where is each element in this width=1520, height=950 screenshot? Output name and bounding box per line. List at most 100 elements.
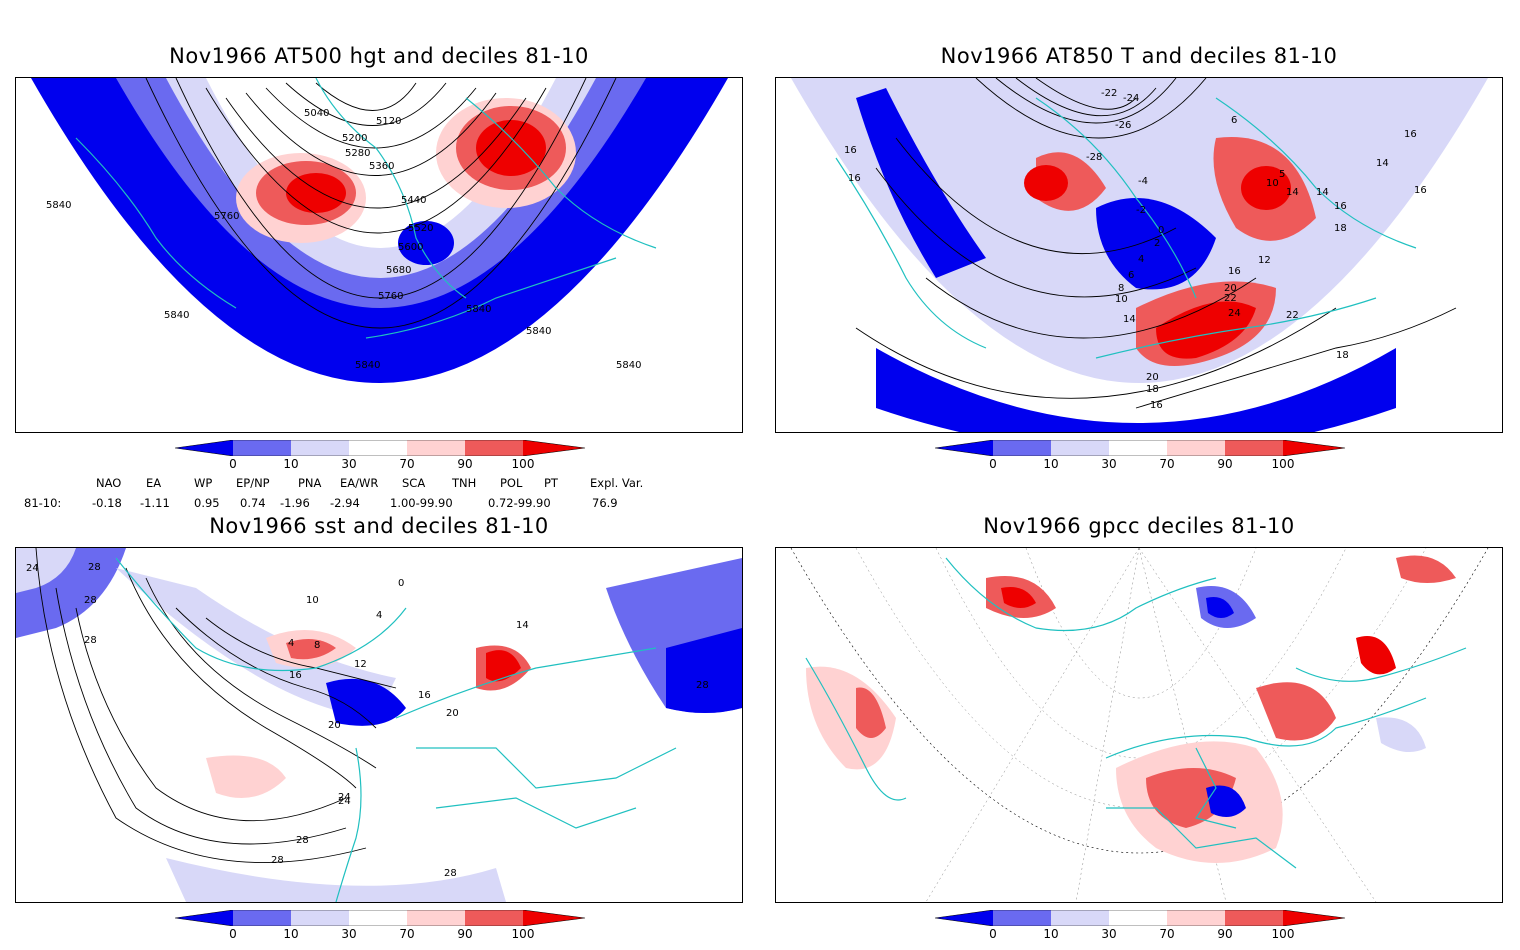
contour-label: -24 [1123,93,1139,104]
map-panel-hgt: 5040 5120 5200 5280 5360 5440 5520 5600 … [15,77,743,433]
contour-label: 18 [1336,350,1349,361]
contour-label: 5840 [46,200,71,211]
contour-label: 10 [1266,178,1279,189]
contour-label: 14 [1376,158,1389,169]
index-header: NAO [96,476,122,490]
shade-blue-west [856,88,986,278]
contour-label: 28 [88,562,101,573]
index-header: EP/NP [236,476,270,490]
contour-label: 16 [418,690,431,701]
index-value: 0.72-99.90 [488,496,551,510]
precip-light-blue-east [1376,717,1426,752]
colorbar-hgt-strip [174,439,586,457]
precip-red-far-ne [1396,555,1456,583]
contour-label: 16 [289,670,302,681]
colorbar-sst: 0 10 30 70 90 100 [174,909,595,950]
colorbar-tick: 100 [1271,927,1295,941]
colorbar-tick: 10 [1043,927,1059,941]
contour-label: 8 [1118,283,1124,294]
index-value: 76.9 [592,496,618,510]
index-value: -2.94 [330,496,360,510]
colorbar-tick: 70 [399,927,415,941]
index-value: 1.00-99.90 [390,496,453,510]
contour-label: 2 [1154,238,1160,249]
contour-label: 16 [1404,129,1417,140]
precip-red-west-core [856,687,886,738]
contour-label: 5520 [408,223,433,234]
contour-label: 6 [1128,270,1134,281]
contour-label: 5840 [466,304,491,315]
index-row-label: 81-10: [24,496,62,510]
colorbar-temp-strip [934,439,1346,457]
index-header: SCA [402,476,426,490]
contour-label: 18 [1334,223,1347,234]
index-value: -0.18 [92,496,122,510]
map-panel-temp: -22 -24 -26 -28 -4 -2 0 2 4 6 8 10 14 16… [775,77,1503,433]
contour-label: 14 [1286,187,1299,198]
colorbar-tick: 100 [511,457,535,471]
contour-label: 4 [376,610,382,621]
contour-label: 5360 [369,161,394,172]
index-header: PT [544,476,558,490]
contour-label: 5040 [304,108,329,119]
contour-label: 14 [1123,314,1136,325]
shade-blue-center [1096,198,1216,290]
contour-label: 16 [1228,266,1241,277]
precip-blue-africa [1206,785,1246,817]
contour-label: 12 [354,659,367,670]
colorbar-tick: 90 [457,457,473,471]
contour-label: 14 [516,620,529,631]
precip-red-ne [1356,636,1396,675]
contour-label: 5680 [386,265,411,276]
anomaly-red-ne-core [1241,166,1291,210]
contour-label: 28 [696,680,709,691]
index-header: EA [146,476,162,490]
colorbar-tick: 100 [1271,457,1295,471]
contour-label: 5600 [398,242,423,253]
shade-light-blue-nw [16,548,76,593]
index-value: 0.95 [194,496,220,510]
contour-label: 5840 [616,360,641,371]
contour-label: 5840 [526,326,551,337]
colorbar-temp: 0 10 30 70 90 100 [934,439,1355,480]
shade-deep-blue-ne [666,628,742,713]
contour-label: 18 [1146,384,1159,395]
anomaly-red-med-core [486,650,521,682]
index-value: -1.11 [140,496,170,510]
anomaly-blue-core [398,221,454,265]
contour-label: -22 [1101,88,1117,99]
colorbar-tick: 0 [989,457,997,471]
colorbar-gpcc: 0 10 30 70 90 100 [934,909,1355,950]
colorbar-sst-strip [174,909,586,927]
contour-label: 4 [1138,254,1144,265]
contour-label: 20 [446,708,459,719]
precip-red-west [806,666,896,770]
contour-label: 28 [296,835,309,846]
contour-label: 4 [288,638,294,649]
contour-label: 5280 [345,148,370,159]
contour-label: 0 [1158,225,1164,236]
contour-label: -4 [1138,176,1148,187]
precip-red-north-core [1001,587,1036,608]
contour-label: 16 [848,173,861,184]
index-header: WP [194,476,213,490]
panel-title-sst: Nov1966 sst and deciles 81-10 [209,514,549,538]
contour-label: 14 [1316,187,1329,198]
contour-label: 24 [338,792,351,803]
anomaly-red-south-core [1156,301,1256,359]
contour-label: 20 [328,720,341,731]
colorbar-tick: 10 [283,927,299,941]
contour-label: 5440 [401,195,426,206]
contour-label: 10 [306,595,319,606]
contour-label: 24 [26,563,39,574]
index-header: POL [500,476,523,490]
panel-title-temp: Nov1966 AT850 T and deciles 81-10 [940,44,1338,68]
map-gpcc [790,548,1489,902]
contour-label: 5840 [164,310,189,321]
shade-light-blue-south [166,858,506,902]
index-header: Expl. Var. [590,476,644,490]
colorbar-tick: 10 [283,457,299,471]
contour-label: 22 [1224,293,1237,304]
contour-label: 28 [84,635,97,646]
map-hgt: 5040 5120 5200 5280 5360 5440 5520 5600 … [31,78,728,383]
